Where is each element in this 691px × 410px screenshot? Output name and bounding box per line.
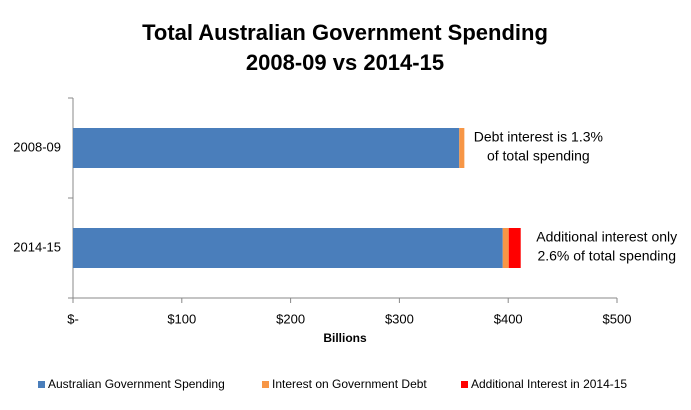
annotation: 2.6% of total spending xyxy=(537,248,676,264)
annotation: Additional interest only xyxy=(536,229,677,245)
x-tick-label: $300 xyxy=(385,311,414,326)
bar-segment xyxy=(73,228,503,268)
x-axis-label: Billions xyxy=(323,331,367,345)
legend-swatch xyxy=(461,381,468,388)
legend-swatch xyxy=(38,381,45,388)
x-tick-label: $500 xyxy=(603,311,632,326)
x-tick-label: $400 xyxy=(494,311,523,326)
x-tick-label: $200 xyxy=(276,311,305,326)
y-tick-label: 2008-09 xyxy=(13,139,61,154)
legend-label: Additional Interest in 2014-15 xyxy=(471,377,627,391)
x-tick-label: $- xyxy=(67,311,79,326)
bar-segment xyxy=(502,228,509,268)
y-tick-label: 2014-15 xyxy=(13,239,61,254)
legend-label: Australian Government Spending xyxy=(48,377,225,391)
annotation: of total spending xyxy=(487,148,590,164)
bar-segment xyxy=(508,228,521,268)
chart-title: 2008-09 vs 2014-15 xyxy=(246,50,444,75)
bar-segment xyxy=(73,128,460,168)
legend-swatch xyxy=(262,381,269,388)
annotation: Debt interest is 1.3% xyxy=(474,129,603,145)
legend-label: Interest on Government Debt xyxy=(272,377,427,391)
chart-title: Total Australian Government Spending xyxy=(142,20,548,45)
x-tick-label: $100 xyxy=(167,311,196,326)
bar-segment xyxy=(459,128,465,168)
